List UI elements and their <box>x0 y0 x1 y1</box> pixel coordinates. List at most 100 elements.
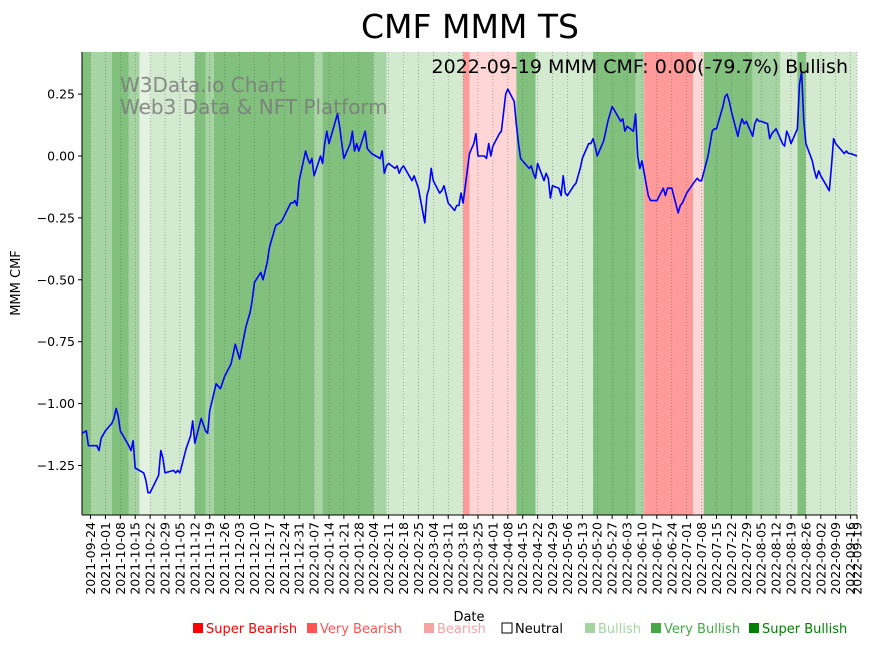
band-very_bearish <box>463 52 470 515</box>
x-tick-label: 2022-08-12 <box>769 522 784 595</box>
legend-swatch <box>651 623 661 633</box>
x-tick-label: 2021-10-15 <box>128 522 143 595</box>
x-tick-label: 2022-05-06 <box>560 522 575 595</box>
legend-label: Bullish <box>598 622 641 637</box>
y-axis-label: MMM CMF <box>9 250 24 316</box>
legend-label: Very Bearish <box>320 622 402 637</box>
band-neutral_light <box>139 52 151 515</box>
x-tick-label: 2022-09-09 <box>828 522 843 595</box>
x-tick-label: 2022-09-16 <box>843 522 858 595</box>
x-tick-label: 2022-05-20 <box>590 522 605 595</box>
x-tick-label: 2022-07-08 <box>694 522 709 595</box>
y-tick-label: 0.25 <box>47 87 75 102</box>
y-tick-label: −0.75 <box>37 334 75 349</box>
x-tick-label: 2021-12-31 <box>292 522 307 595</box>
band-bullish <box>314 52 323 515</box>
x-tick-label: 2022-03-04 <box>426 522 441 595</box>
x-tick-label: 2022-06-03 <box>620 522 635 595</box>
x-tick-label: 2022-05-13 <box>575 522 590 595</box>
band-very_bullish <box>703 52 753 515</box>
x-tick-label: 2022-06-17 <box>649 522 664 595</box>
x-tick-label: 2021-12-03 <box>232 522 247 595</box>
legend-label: Very Bullish <box>664 622 740 637</box>
legend-label: Super Bullish <box>762 622 847 637</box>
x-tick-label: 2021-10-22 <box>143 522 158 595</box>
x-axis-label: Date <box>453 610 484 625</box>
band-bullish <box>90 52 112 515</box>
x-tick-label: 2022-04-15 <box>515 522 530 595</box>
legend-swatch <box>749 623 759 633</box>
chart-title: CMF MMM TS <box>361 7 579 46</box>
y-axis: 0.25 0.00 −0.25 −0.50 −0.75 −1.00 −1.25 <box>37 87 82 473</box>
band-bullish <box>128 52 140 515</box>
watermark: W3Data.io Chart Web3 Data & NFT Platform <box>120 73 388 119</box>
x-tick-label: 2021-12-17 <box>262 522 277 595</box>
x-tick-label: 2021-10-01 <box>98 522 113 595</box>
x-tick-label: 2021-11-19 <box>202 522 217 595</box>
y-tick-label: −1.25 <box>37 458 75 473</box>
x-tick-label: 2022-01-14 <box>321 522 336 595</box>
x-tick-label: 2021-09-24 <box>83 522 98 595</box>
x-tick-label: 2021-11-12 <box>187 522 202 595</box>
cmf-series-line <box>81 71 858 494</box>
x-tick-label: 2022-02-25 <box>411 522 426 595</box>
x-tick-label: 2022-02-18 <box>396 522 411 595</box>
band-very_bearish <box>644 52 694 515</box>
legend-swatch <box>585 623 595 633</box>
x-tick-label: 2021-12-10 <box>247 522 262 595</box>
band-bullish_light <box>150 52 195 515</box>
legend: Super Bearish Very Bearish Bearish Neutral B… <box>193 622 847 637</box>
x-tick-label: 2022-03-18 <box>456 522 471 595</box>
band-bearish <box>693 52 704 515</box>
x-tick-label: 2022-03-11 <box>441 522 456 595</box>
band-very_bullish <box>592 52 636 515</box>
watermark-line-1: W3Data.io Chart <box>120 73 286 97</box>
y-tick-label: −0.25 <box>37 210 75 225</box>
y-tick-label: −1.00 <box>37 396 75 411</box>
watermark-line-2: Web3 Data & NFT Platform <box>120 95 388 119</box>
vertical-gridlines <box>90 52 858 515</box>
y-tick-label: 0.00 <box>47 148 75 163</box>
x-tick-label: 2022-03-25 <box>471 522 486 595</box>
y-tick-label: −0.50 <box>37 272 75 287</box>
x-tick-label: 2022-04-29 <box>545 522 560 595</box>
x-tick-label: 2021-10-29 <box>158 522 173 595</box>
x-tick-label: 2022-04-08 <box>500 522 515 595</box>
band-very_bullish <box>516 52 536 515</box>
x-tick-label: 2022-01-28 <box>351 522 366 595</box>
x-tick-label: 2022-06-24 <box>664 522 679 595</box>
x-tick-label: 2022-09-19 <box>850 522 865 595</box>
band-bullish_light <box>386 52 464 515</box>
x-tick-label: 2022-04-01 <box>485 522 500 595</box>
legend-label: Neutral <box>515 622 563 637</box>
x-tick-label: 2022-07-15 <box>709 522 724 595</box>
x-tick-label: 2021-12-24 <box>277 522 292 595</box>
x-tick-label: 2022-07-22 <box>724 522 739 595</box>
band-very_bullish <box>214 52 315 515</box>
band-very_bullish <box>82 52 91 515</box>
legend-swatch <box>424 623 434 633</box>
band-very_bullish <box>194 52 206 515</box>
band-bullish_light <box>535 52 593 515</box>
x-tick-label: 2022-05-27 <box>605 522 620 595</box>
x-tick-label: 2022-02-11 <box>381 522 396 595</box>
band-very_bullish <box>322 52 374 515</box>
x-tick-label: 2022-08-26 <box>798 522 813 595</box>
x-tick-label: 2022-02-04 <box>366 522 381 595</box>
x-tick-label: 2022-01-21 <box>336 522 351 595</box>
x-tick-label: 2021-10-08 <box>113 522 128 595</box>
x-tick-label: 2022-08-19 <box>783 522 798 595</box>
legend-label: Super Bearish <box>206 622 297 637</box>
band-bullish_light <box>780 52 798 515</box>
band-bullish <box>635 52 645 515</box>
legend-swatch <box>193 623 203 633</box>
axis-spines <box>81 52 857 516</box>
x-tick-label: 2022-04-22 <box>530 522 545 595</box>
x-tick-label: 2022-07-29 <box>739 522 754 595</box>
band-bullish_light <box>805 52 857 515</box>
x-tick-label: 2022-08-05 <box>754 522 769 595</box>
x-tick-label: 2021-11-05 <box>172 522 187 595</box>
legend-swatch <box>501 622 513 634</box>
x-tick-label: 2021-11-26 <box>217 522 232 595</box>
